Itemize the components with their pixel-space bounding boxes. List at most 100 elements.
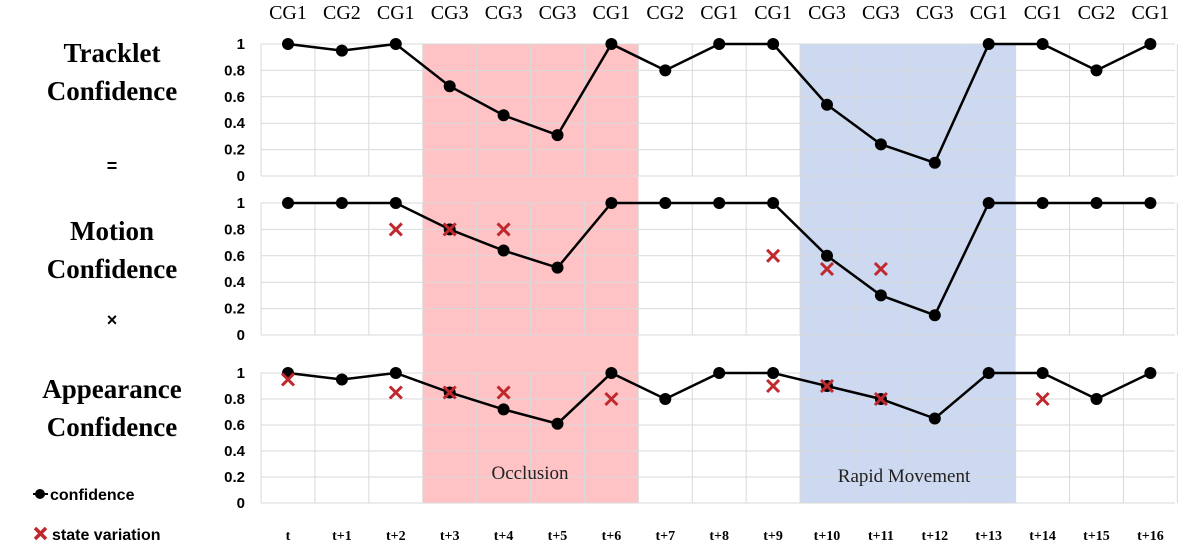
cg-label: CG2 [323,2,361,24]
equals-operator: = [107,156,118,176]
confidence-line [287,371,1151,426]
confidence-point [821,98,833,111]
confidence-point [497,244,510,257]
cross-stroke [496,222,511,237]
panel-title: Confidence [47,254,178,284]
confidence-point [659,393,672,405]
confidence-point [605,197,618,209]
ytick-label: 0.8 [224,62,245,79]
state-variation-mark [819,378,835,394]
confidence-point [389,197,402,209]
xtick-label: t+3 [440,529,460,544]
confidence-point [551,129,564,142]
confidence-point [982,197,995,209]
state-variation-mark [496,222,511,237]
confidence-line [287,42,1151,165]
ytick-label: 0.2 [224,142,245,159]
ytick-label: 0 [237,327,245,344]
confidence-point [389,367,402,379]
cross-stroke [1035,391,1050,407]
cg-label: CG1 [700,2,738,24]
state-variation-mark [496,385,511,400]
confidence-point [1090,64,1103,77]
confidence-point [713,367,726,379]
confidence-point [659,197,672,209]
confidence-point [551,261,564,274]
state-variation-mark [388,385,403,400]
confidence-point [335,44,348,57]
xtick-label: t+7 [655,529,675,544]
xtick-label: t+6 [602,529,622,544]
confidence-point [497,109,510,122]
legend-dot-icon [35,489,45,499]
gridlines [260,43,1178,504]
xtick-label: t+12 [921,529,948,544]
confidence-point [282,197,294,209]
cross-stroke [280,372,296,387]
xtick-label: t+8 [709,529,729,544]
confidence-point [1090,197,1103,209]
confidence-point [443,80,456,93]
cg-label: CG3 [431,2,469,24]
region-label: Rapid Movement [838,466,971,487]
confidence-point [605,38,618,50]
ytick-label: 0 [237,168,245,185]
ytick-label: 0.8 [224,221,245,238]
legend-label: state variation [52,527,160,544]
confidence-point [874,138,887,151]
state-variation-mark [819,261,835,277]
xtick-label: t+13 [975,529,1002,544]
cross-stroke [766,248,781,263]
cross-stroke [442,222,457,237]
confidence-point [713,197,726,209]
cg-label: CG2 [646,2,684,24]
confidence-point [335,373,348,386]
xtick-label: t+9 [763,529,783,544]
panel-title: Confidence [47,412,178,442]
xtick-label: t+16 [1137,529,1164,544]
ytick-label: 1 [237,36,245,53]
state-variation-mark [442,222,457,237]
confidence-point [497,403,510,416]
cross-stroke [819,261,835,277]
xtick-label: t+14 [1029,529,1056,544]
ytick-label: 1 [237,195,245,212]
cross-stroke [873,261,888,277]
confidence-point [874,289,887,302]
cg-label: CG3 [916,2,954,24]
confidence-point [767,367,780,379]
cross-stroke [496,385,511,400]
confidence-point [821,249,833,262]
state-variation-mark [873,261,888,277]
legend-label: confidence [50,487,135,504]
xtick-label: t+1 [332,529,352,544]
ytick-label: 0.2 [224,469,245,486]
confidence-point [605,367,618,379]
ytick-label: 0.2 [224,301,245,318]
state-variation-mark [766,248,781,263]
confidence-point [767,197,780,209]
confidence-lines [287,42,1151,426]
ytick-label: 0.4 [224,443,246,460]
cg-label: CG1 [1132,2,1170,24]
cg-label: CG3 [808,2,846,24]
cross-stroke [33,526,48,541]
confidence-point [1144,367,1157,379]
confidence-point [928,412,941,425]
confidence-point [1144,197,1157,209]
confidence-point [982,38,995,50]
confidence-point [1090,393,1103,405]
data-markers [280,38,1157,430]
cross-stroke [604,391,619,407]
xtick-label: t+11 [868,529,894,544]
confidence-point [551,417,564,430]
xtick-label: t+10 [814,529,841,544]
state-variation-mark [766,378,781,394]
state-variation-mark [604,391,619,407]
confidence-point [1036,367,1049,379]
cg-label: CG1 [754,2,792,24]
confidence-point [282,38,294,50]
cg-label: CG1 [970,2,1008,24]
times-operator: × [107,310,118,330]
